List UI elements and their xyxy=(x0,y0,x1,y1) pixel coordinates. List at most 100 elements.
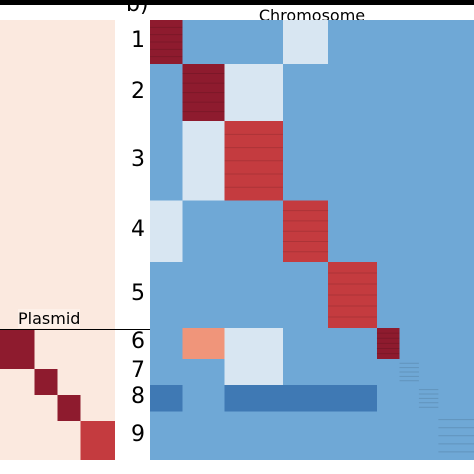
chromosome-cell-4-7 xyxy=(399,200,420,263)
chromosome-cell-1-6 xyxy=(376,20,400,65)
chromosome-cell-8-8 xyxy=(418,385,439,413)
chromosome-cell-9-1 xyxy=(150,411,183,461)
chromosome-cell-9-6 xyxy=(376,411,400,461)
chromosome-heatmap-svg xyxy=(150,20,474,461)
chromosome-cell-8-2 xyxy=(182,385,226,413)
chromosome-cell-5-5 xyxy=(328,262,378,329)
chromosome-cell-8-7 xyxy=(399,385,420,413)
chromosome-cell-8-4 xyxy=(282,385,329,413)
plasmid-cell-1-1 xyxy=(0,330,35,369)
chromosome-cell-2-3 xyxy=(224,64,284,122)
chromosome-cell-3-9 xyxy=(438,121,474,201)
row-label-2: 2 xyxy=(131,78,145,104)
chromosome-cell-7-6 xyxy=(376,358,400,386)
chromosome-cell-5-7 xyxy=(399,262,420,329)
chromosome-cell-6-6 xyxy=(376,328,400,360)
chromosome-cell-9-3 xyxy=(224,411,284,461)
panel-a-svg xyxy=(0,20,115,460)
chromosome-cell-6-4 xyxy=(282,328,329,360)
row-label-5: 5 xyxy=(131,281,145,306)
chromosome-cell-9-2 xyxy=(182,411,226,461)
chromosome-cell-5-3 xyxy=(224,262,284,329)
chromosome-cell-1-1 xyxy=(150,20,183,65)
chromosome-cell-8-1 xyxy=(150,385,183,413)
plasmid-cell-4-4 xyxy=(80,421,115,460)
chromosome-cell-6-8 xyxy=(418,328,439,360)
chromosome-cell-4-6 xyxy=(376,200,400,263)
chromosome-cell-7-2 xyxy=(182,358,226,386)
chromosome-cell-4-9 xyxy=(438,200,474,263)
plasmid-cell-2-2 xyxy=(34,369,58,395)
chromosome-cell-2-4 xyxy=(282,64,329,122)
chromosome-cell-8-3 xyxy=(224,385,284,413)
chromosome-cell-2-2 xyxy=(182,64,226,122)
panel-b-label: b) xyxy=(126,0,149,17)
row-label-6: 6 xyxy=(131,329,145,355)
chromosome-cell-9-8 xyxy=(418,411,439,461)
chromosome-cell-7-7 xyxy=(399,358,420,386)
chromosome-cell-1-3 xyxy=(224,20,284,65)
chromosome-cell-3-4 xyxy=(282,121,329,201)
chromosome-cell-8-6 xyxy=(376,385,400,413)
chromosome-cell-4-2 xyxy=(182,200,226,263)
chromosome-cell-1-5 xyxy=(328,20,378,65)
row-label-1: 1 xyxy=(131,28,145,53)
chromosome-cell-8-9 xyxy=(438,385,474,413)
chromosome-cell-4-4 xyxy=(282,200,329,263)
chromosome-cell-6-7 xyxy=(399,328,420,360)
chromosome-cell-3-1 xyxy=(150,121,183,201)
top-border xyxy=(0,0,474,5)
row-label-7: 7 xyxy=(131,358,145,383)
chromosome-cell-9-7 xyxy=(399,411,420,461)
chromosome-cell-5-8 xyxy=(418,262,439,329)
chromosome-heatmap xyxy=(150,20,474,461)
chromosome-cell-1-4 xyxy=(282,20,329,65)
chromosome-cell-4-1 xyxy=(150,200,183,263)
chromosome-cell-8-5 xyxy=(328,385,378,413)
chromosome-cell-1-8 xyxy=(418,20,439,65)
chromosome-cell-5-6 xyxy=(376,262,400,329)
row-label-4: 4 xyxy=(131,217,145,243)
chromosome-cell-6-3 xyxy=(224,328,284,360)
chromosome-cell-5-9 xyxy=(438,262,474,329)
chromosome-cell-7-8 xyxy=(418,358,439,386)
chromosome-cell-2-6 xyxy=(376,64,400,122)
chromosome-cell-3-5 xyxy=(328,121,378,201)
chromosome-cell-5-1 xyxy=(150,262,183,329)
row-label-8: 8 xyxy=(131,384,145,410)
chromosome-cell-2-9 xyxy=(438,64,474,122)
chromosome-cell-2-8 xyxy=(418,64,439,122)
chromosome-cell-5-4 xyxy=(282,262,329,329)
chromosome-cell-1-7 xyxy=(399,20,420,65)
chromosome-cell-6-9 xyxy=(438,328,474,360)
chromosome-cell-9-5 xyxy=(328,411,378,461)
plasmid-label: Plasmid xyxy=(18,309,81,328)
chromosome-cell-9-4 xyxy=(282,411,329,461)
chromosome-cell-5-2 xyxy=(182,262,226,329)
chromosome-cell-9-9 xyxy=(438,411,474,461)
row-label-9: 9 xyxy=(131,421,145,447)
chromosome-cell-1-9 xyxy=(438,20,474,65)
row-label-3: 3 xyxy=(131,146,145,172)
chromosome-cell-6-2 xyxy=(182,328,226,360)
chromosome-cell-2-7 xyxy=(399,64,420,122)
panel-a-heatmap xyxy=(0,20,115,460)
chromosome-cell-3-3 xyxy=(224,121,284,201)
chromosome-cell-3-6 xyxy=(376,121,400,201)
chromosome-cell-1-2 xyxy=(182,20,226,65)
chromosome-cell-7-4 xyxy=(282,358,329,386)
chromosome-cell-7-9 xyxy=(438,358,474,386)
chromosome-cell-6-1 xyxy=(150,328,183,360)
chromosome-cell-3-7 xyxy=(399,121,420,201)
chromosome-cell-3-2 xyxy=(182,121,226,201)
chromosome-cell-4-3 xyxy=(224,200,284,263)
chromosome-cell-7-3 xyxy=(224,358,284,386)
chromosome-cell-4-5 xyxy=(328,200,378,263)
chromosome-cell-2-1 xyxy=(150,64,183,122)
plasmid-cell-3-3 xyxy=(57,395,81,421)
chromosome-cell-2-5 xyxy=(328,64,378,122)
chromosome-cell-3-8 xyxy=(418,121,439,201)
chromosome-cell-6-5 xyxy=(328,328,378,360)
chromosome-cell-7-1 xyxy=(150,358,183,386)
chromosome-cell-7-5 xyxy=(328,358,378,386)
